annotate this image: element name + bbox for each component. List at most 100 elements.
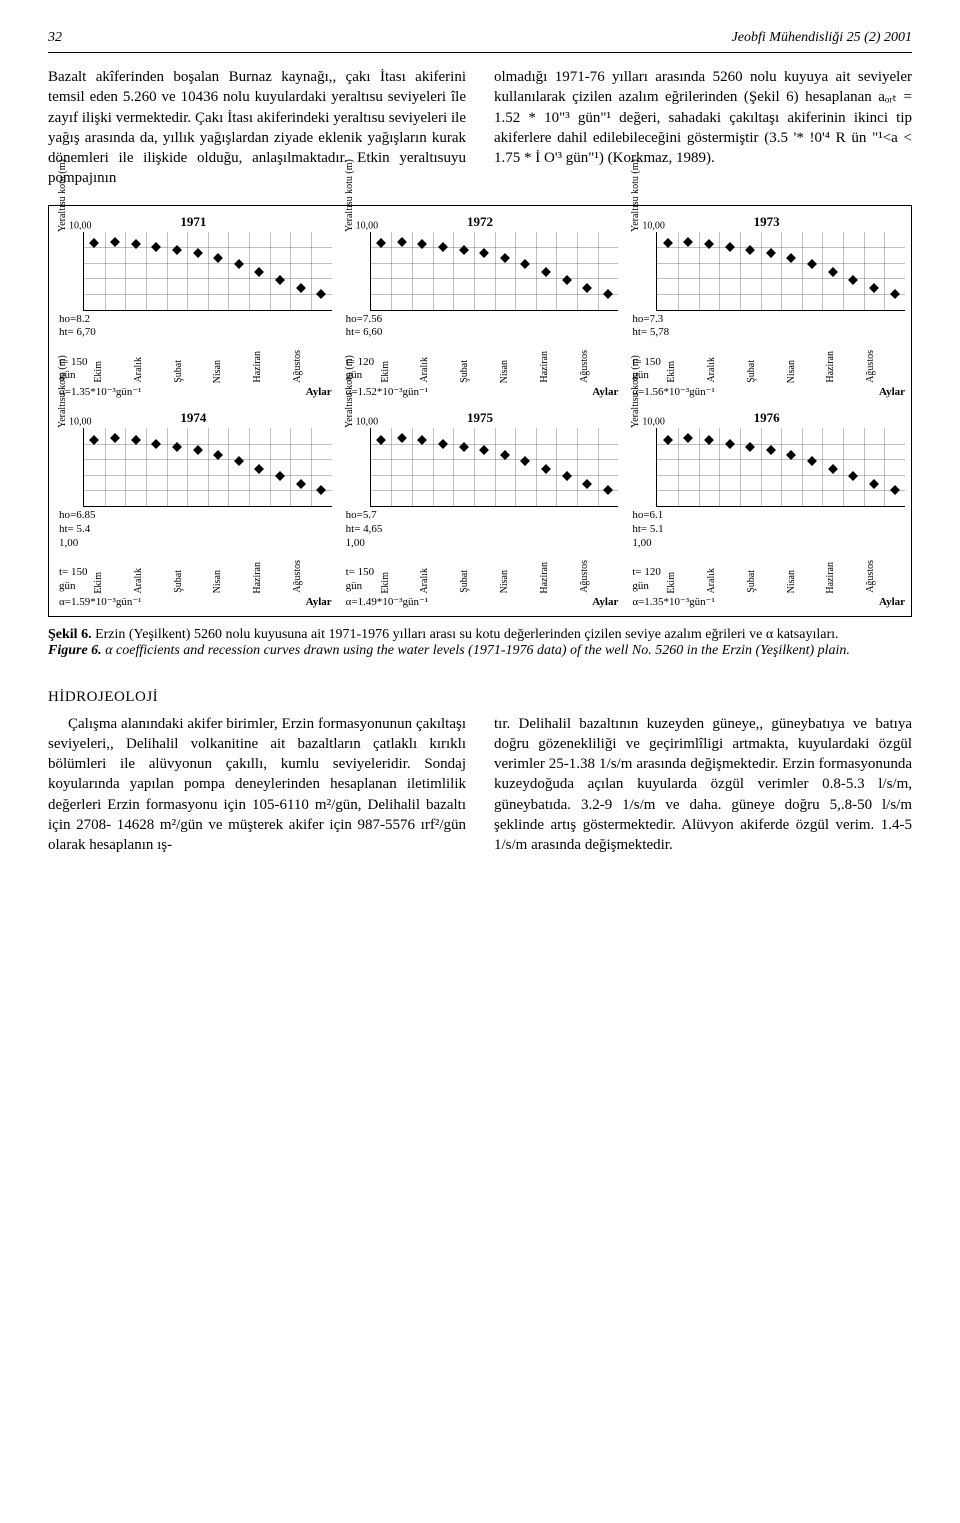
chart-ylabel: Yeraltısu kotu (m)	[630, 159, 641, 232]
chart-month-label: Şubat	[746, 570, 786, 593]
intro-right: olmadığı 1971-76 yılları arasında 5260 n…	[494, 67, 912, 189]
chart-t-gun: t= 150gün	[59, 566, 93, 594]
chart-month-label: Ağustos	[292, 350, 332, 383]
chart-year-title: 1971	[55, 214, 332, 230]
chart-plot	[370, 232, 619, 311]
chart-month-label: Ağustos	[865, 350, 905, 383]
chart-year-title: 1976	[628, 410, 905, 426]
chart-cell: 1972Yeraltısu kotu (m)10,00ho=7.56ht= 6,…	[340, 212, 621, 403]
chart-xlabels: EkimAralıkŞubatNisanHaziranAğustos	[93, 341, 332, 383]
chart-year-title: 1974	[55, 410, 332, 426]
chart-year-title: 1973	[628, 214, 905, 230]
figure-caption: Şekil 6. Erzin (Yeşilkent) 5260 nolu kuy…	[48, 627, 912, 659]
chart-t-gun: t= 150gün	[346, 566, 380, 594]
chart-params: ho=6.85ht= 5.41,00	[59, 509, 332, 550]
chart-month-label: Haziran	[252, 562, 292, 594]
chart-ylabel: Yeraltısu kotu (m)	[344, 355, 355, 428]
chart-cell: 1975Yeraltısu kotu (m)10,00ho=5.7ht= 4,6…	[340, 408, 621, 612]
chart-xlabels: EkimAralıkŞubatNisanHaziranAğustos	[666, 341, 905, 383]
intro-columns: Bazalt akîferinden boşalan Burnaz kaynağ…	[48, 67, 912, 189]
hydro-columns: HİDROJEOLOJİ Çalışma alanındaki akifer b…	[48, 673, 912, 855]
chart-wrap: 1975Yeraltısu kotu (m)10,00	[342, 410, 619, 507]
chart-month-label: Haziran	[252, 351, 292, 383]
chart-wrap: 1972Yeraltısu kotu (m)10,00	[342, 214, 619, 311]
chart-month-label: Şubat	[459, 360, 499, 383]
chart-ytick: 10,00	[356, 417, 379, 428]
chart-year-title: 1975	[342, 410, 619, 426]
chart-month-label: Ağustos	[579, 560, 619, 593]
page-number: 32	[48, 30, 62, 46]
chart-alpha-line: α=1.35*10⁻³gün⁻¹Aylar	[59, 385, 332, 398]
chart-month-label: Ağustos	[865, 560, 905, 593]
chart-bottom: t= 150günEkimAralıkŞubatNisanHaziranAğus…	[55, 340, 332, 383]
chart-bottom: t= 120günEkimAralıkŞubatNisanHaziranAğus…	[628, 550, 905, 593]
chart-month-label: Ekim	[380, 572, 420, 594]
chart-month-label: Ekim	[666, 361, 706, 383]
hydro-left-text: Çalışma alanındaki akifer birimler, Erzi…	[48, 714, 466, 856]
chart-ylabel: Yeraltısu kotu (m)	[344, 159, 355, 232]
chart-bottom: t= 120günEkimAralıkŞubatNisanHaziranAğus…	[342, 340, 619, 383]
chart-params: ho=6.1ht= 5.11,00	[632, 509, 905, 550]
chart-year-title: 1972	[342, 214, 619, 230]
chart-t-gun: t= 120gün	[632, 566, 666, 594]
chart-row: 1971Yeraltısu kotu (m)10,00ho=8.2ht= 6,7…	[53, 212, 907, 403]
chart-plot	[83, 428, 332, 507]
hydro-left: HİDROJEOLOJİ Çalışma alanındaki akifer b…	[48, 673, 466, 855]
chart-alpha-line: α=1.56*10⁻³gün⁻¹Aylar	[632, 385, 905, 398]
chart-params: ho=7.56ht= 6,60	[346, 313, 619, 341]
chart-params: ho=7.3ht= 5,78	[632, 313, 905, 341]
chart-bottom: t= 150günEkimAralıkŞubatNisanHaziranAğus…	[342, 550, 619, 593]
chart-alpha-line: α=1.52*10⁻³gün⁻¹Aylar	[346, 385, 619, 398]
page: 32 Jeobfi Mühendisliği 25 (2) 2001 Bazal…	[0, 0, 960, 895]
chart-ytick: 10,00	[69, 417, 92, 428]
chart-wrap: 1976Yeraltısu kotu (m)10,00	[628, 410, 905, 507]
chart-wrap: 1974Yeraltısu kotu (m)10,00	[55, 410, 332, 507]
chart-wrap: 1973Yeraltısu kotu (m)10,00	[628, 214, 905, 311]
chart-plot	[656, 428, 905, 507]
chart-month-label: Şubat	[746, 360, 786, 383]
chart-month-label: Nisan	[786, 360, 826, 383]
chart-month-label: Şubat	[173, 360, 213, 383]
chart-params: ho=5.7ht= 4,651,00	[346, 509, 619, 550]
chart-xlabels: EkimAralıkŞubatNisanHaziranAğustos	[666, 551, 905, 593]
chart-alpha-line: α=1.59*10⁻³gün⁻¹Aylar	[59, 595, 332, 608]
chart-month-label: Aralık	[419, 568, 459, 594]
chart-alpha-line: α=1.35*10⁻³gün⁻¹Aylar	[632, 595, 905, 608]
chart-cell: 1971Yeraltısu kotu (m)10,00ho=8.2ht= 6,7…	[53, 212, 334, 403]
caption-text-en: α coefficients and recession curves draw…	[102, 643, 850, 658]
chart-ytick: 10,00	[642, 417, 665, 428]
charts-figure: 1971Yeraltısu kotu (m)10,00ho=8.2ht= 6,7…	[48, 205, 912, 618]
chart-month-label: Aralık	[133, 568, 173, 594]
chart-month-label: Şubat	[173, 570, 213, 593]
chart-month-label: Nisan	[212, 570, 252, 593]
chart-cell: 1974Yeraltısu kotu (m)10,00ho=6.85ht= 5.…	[53, 408, 334, 612]
chart-row: 1974Yeraltısu kotu (m)10,00ho=6.85ht= 5.…	[53, 408, 907, 612]
chart-month-label: Haziran	[825, 351, 865, 383]
chart-month-label: Haziran	[825, 562, 865, 594]
chart-month-label: Nisan	[212, 360, 252, 383]
chart-xlabels: EkimAralıkŞubatNisanHaziranAğustos	[380, 551, 619, 593]
chart-month-label: Ekim	[666, 572, 706, 594]
chart-xlabels: EkimAralıkŞubatNisanHaziranAğustos	[93, 551, 332, 593]
chart-month-label: Ağustos	[579, 350, 619, 383]
chart-wrap: 1971Yeraltısu kotu (m)10,00	[55, 214, 332, 311]
chart-ytick: 10,00	[642, 220, 665, 231]
chart-month-label: Ekim	[93, 361, 133, 383]
caption-text-tr: Erzin (Yeşilkent) 5260 nolu kuyusuna ait…	[92, 627, 839, 642]
chart-month-label: Haziran	[539, 351, 579, 383]
section-heading: HİDROJEOLOJİ	[48, 687, 466, 707]
journal-title: Jeobfi Mühendisliği 25 (2) 2001	[732, 30, 912, 46]
header-rule	[48, 52, 912, 53]
chart-plot	[656, 232, 905, 311]
chart-month-label: Nisan	[499, 570, 539, 593]
caption-label-en: Figure 6.	[48, 643, 102, 658]
chart-month-label: Aralık	[706, 357, 746, 383]
intro-left: Bazalt akîferinden boşalan Burnaz kaynağ…	[48, 67, 466, 189]
chart-ytick: 10,00	[356, 220, 379, 231]
hydro-right-text: tır. Delihalil bazaltının kuzeyden güney…	[494, 714, 912, 856]
chart-plot	[83, 232, 332, 311]
chart-alpha-line: α=1.49*10⁻³gün⁻¹Aylar	[346, 595, 619, 608]
chart-ylabel: Yeraltısu kotu (m)	[630, 355, 641, 428]
chart-bottom: t= 150günEkimAralıkŞubatNisanHaziranAğus…	[55, 550, 332, 593]
chart-month-label: Ağustos	[292, 560, 332, 593]
